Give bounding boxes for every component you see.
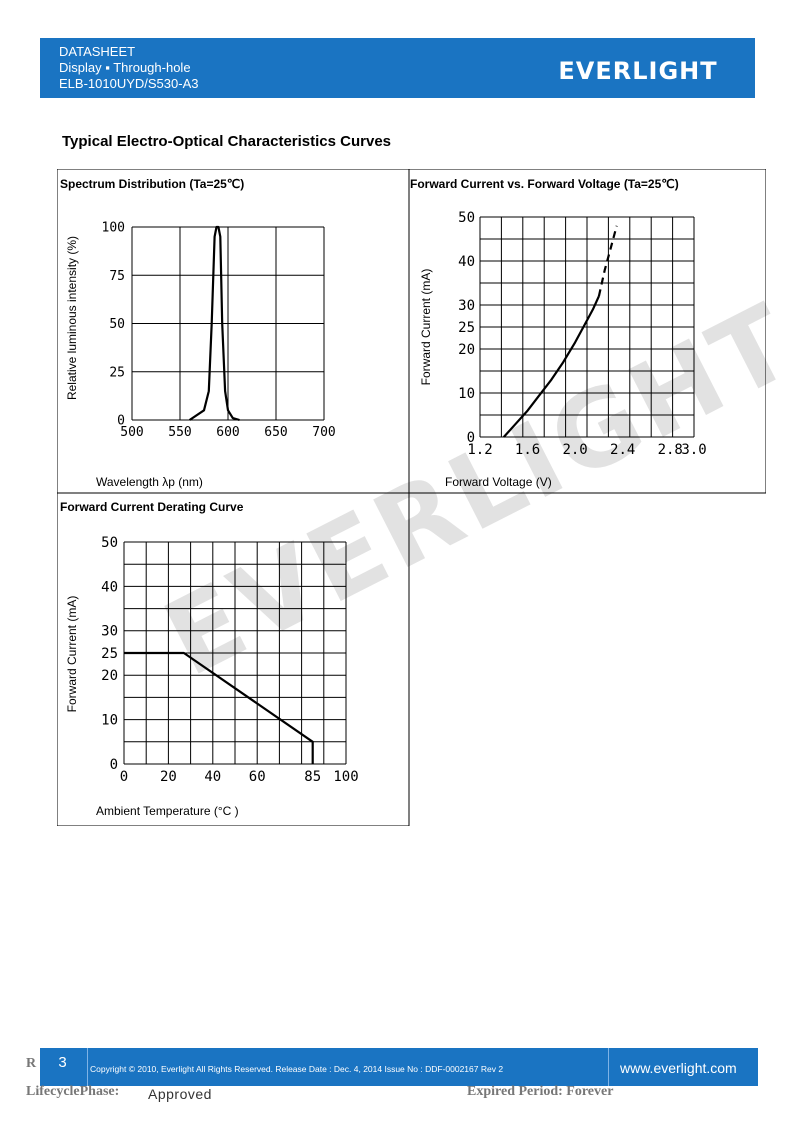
x-tick-label: 2.4 [610, 442, 635, 458]
lifecycle-status: Approved [148, 1086, 212, 1102]
y-tick-label: 25 [458, 320, 475, 336]
spectrum-chart-title: Spectrum Distribution (Ta=25℃) [60, 177, 245, 191]
x-tick-label: 20 [160, 769, 177, 785]
footer-bar [40, 1048, 758, 1086]
y-axis-title: Forward Current (mA) [419, 269, 433, 386]
chart-frame [57, 169, 766, 826]
x-tick-label: 40 [204, 769, 221, 785]
x-tick-label: 650 [264, 425, 287, 440]
y-tick-label: 10 [101, 713, 118, 729]
x-tick-label: 550 [168, 425, 191, 440]
y-tick-label: 50 [101, 535, 118, 551]
x-tick-label: 2.0 [562, 442, 587, 458]
series-line [188, 225, 240, 422]
y-axis-title: Forward Current (mA) [65, 596, 79, 713]
y-tick-label: 20 [101, 668, 118, 684]
x-tick-label: 3.0 [681, 442, 706, 458]
y-tick-label: 25 [109, 365, 125, 380]
iv-x-label: Forward Voltage (V) [445, 475, 552, 489]
y-tick-label: 50 [109, 317, 125, 332]
x-tick-label: 60 [249, 769, 266, 785]
y-tick-label: 40 [458, 254, 475, 270]
series-line [597, 225, 618, 297]
y-tick-label: 20 [458, 342, 475, 358]
y-tick-label: 10 [458, 386, 475, 402]
doc-type: DATASHEET [59, 44, 136, 59]
lifecycle-label: LifecyclePhase: [26, 1084, 120, 1099]
r-label: R [26, 1056, 37, 1071]
y-tick-label: 30 [101, 624, 118, 640]
x-tick-label: 85 [304, 769, 321, 785]
y-tick-label: 25 [101, 646, 118, 662]
x-tick-label: 2.8 [658, 442, 683, 458]
derating-x-label: Ambient Temperature (°C ) [96, 804, 239, 818]
iv-chart-title: Forward Current vs. Forward Voltage (Ta=… [410, 177, 679, 191]
x-tick-label: 700 [312, 425, 335, 440]
x-tick-label: 500 [120, 425, 143, 440]
copyright-text: Copyright © 2010, Everlight All Rights R… [90, 1064, 504, 1074]
product-category: Display ▪ Through-hole [59, 60, 191, 75]
y-tick-label: 75 [109, 269, 125, 284]
x-tick-label: 1.2 [467, 442, 492, 458]
y-axis-title: Relative luminous intensity (%) [65, 236, 79, 400]
y-tick-label: 0 [467, 430, 475, 446]
y-tick-label: 100 [102, 221, 125, 236]
section-title: Typical Electro-Optical Characteristics … [62, 133, 392, 150]
website-link[interactable]: www.everlight.com [620, 1060, 737, 1076]
y-tick-label: 40 [101, 579, 118, 595]
everlight-logo: EVERLIGHT [558, 57, 717, 84]
y-tick-label: 0 [110, 757, 118, 773]
series-line [124, 651, 314, 764]
y-tick-label: 50 [458, 210, 475, 226]
page-number: 3 [40, 1048, 85, 1086]
x-tick-label: 0 [120, 769, 128, 785]
footer-divider [87, 1048, 88, 1086]
y-tick-label: 0 [117, 414, 125, 429]
spectrum-chart: 500 550 600 650 700 0 25 50 75 100 Relative lumino… [65, 221, 336, 440]
derating-chart-title: Forward Current Derating Curve [60, 500, 244, 514]
brand-text: EVERLIGHT [558, 57, 717, 84]
iv-chart: 1.2 1.6 2.0 2.4 2.83.0 0 10 20 25 30 40 50 Forward C… [419, 210, 707, 458]
expired-period: Expired Period: Forever [467, 1084, 614, 1099]
x-tick-label: 100 [333, 769, 358, 785]
page-header: DATASHEET Display ▪ Through-hole ELB-101… [40, 38, 755, 98]
derating-chart: 0 20 40 60 85 100 0 10 20 25 30 40 50 Forward Current… [65, 535, 359, 785]
footer-divider [608, 1048, 609, 1086]
series-line [502, 295, 600, 438]
spectrum-x-label: Wavelength λp (nm) [96, 475, 203, 489]
x-tick-label: 600 [216, 425, 239, 440]
part-number: ELB-1010UYD/S530-A3 [59, 76, 199, 91]
y-tick-label: 30 [458, 298, 475, 314]
x-tick-label: 1.6 [515, 442, 540, 458]
